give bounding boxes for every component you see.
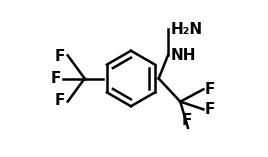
Text: NH: NH xyxy=(170,48,196,63)
Text: F: F xyxy=(181,113,192,128)
Text: F: F xyxy=(55,49,65,64)
Text: H₂N: H₂N xyxy=(170,22,202,37)
Text: F: F xyxy=(205,102,215,117)
Text: F: F xyxy=(50,71,61,86)
Text: F: F xyxy=(205,82,215,97)
Text: F: F xyxy=(55,93,65,108)
